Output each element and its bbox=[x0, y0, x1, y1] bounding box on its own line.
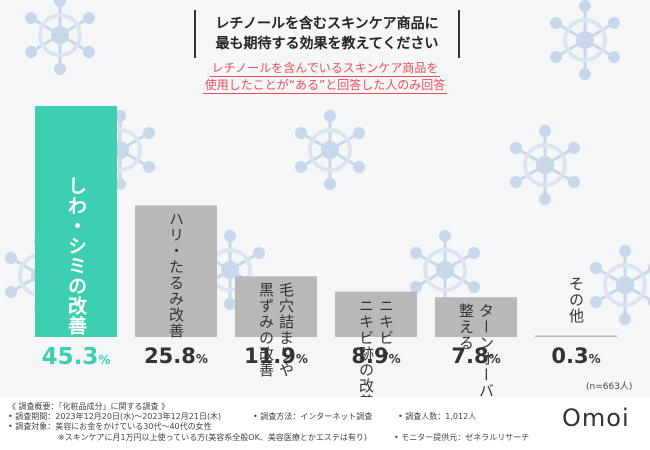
value-label-5: 7.8% bbox=[426, 344, 526, 374]
category-label-3-line-2: 黒ずみの改善 bbox=[257, 282, 275, 379]
survey-method: • 調査方法：インターネット調査 bbox=[253, 412, 373, 421]
chart-subtitle-line-2: 使用したことが“ある”と回答した人のみ回答 bbox=[202, 78, 448, 94]
bar-3 bbox=[235, 276, 317, 337]
chart-title-line-2: 最も期待する効果を教えてください bbox=[215, 36, 439, 52]
value-number-5: 7.8 bbox=[451, 344, 489, 368]
value-number-2: 25.8 bbox=[144, 344, 196, 368]
bars-svg bbox=[35, 106, 617, 337]
category-label-1: しわ・シミの改善 bbox=[64, 176, 88, 336]
omoi-logo: Omoi bbox=[562, 404, 630, 432]
category-label-3-line-1: 毛穴詰まりや bbox=[277, 282, 295, 379]
survey-period: • 調査期間：2023年12月20日(水)～2023年12月21日(木) bbox=[8, 412, 222, 421]
bar-6 bbox=[535, 335, 617, 337]
category-label-6: その他 bbox=[566, 276, 586, 324]
bar-chart: しわ・シミの改善 45.3% ハリ・たるみ改善 25.8% 毛穴詰まりや 黒ずみの改善 11… bbox=[26, 106, 626, 431]
sample-size-note: (n=663人) bbox=[586, 382, 633, 392]
survey-respondents: • 調査人数：1,012人 bbox=[398, 412, 477, 421]
survey-target: • 調査対象：美容にお金をかけている30代～40代の女性 bbox=[8, 422, 212, 431]
category-label-4-line-2: ニキビ跡の改善 bbox=[357, 297, 375, 410]
value-label-4: 8.9% bbox=[326, 344, 426, 374]
value-unit-2: % bbox=[195, 352, 208, 366]
category-label-1-line-1: しわ・シミの改善 bbox=[65, 176, 87, 336]
value-number-1: 45.3 bbox=[41, 344, 99, 370]
survey-target-note: ※スキンケアに月1万円以上使っている方(美容系全般OK、美容医療とかエステは有り… bbox=[58, 433, 367, 442]
survey-overview-heading: 《 調査概要：「化粧品成分」に関する調査 》 bbox=[8, 402, 170, 411]
value-label-1: 45.3% bbox=[26, 344, 126, 374]
value-unit-4: % bbox=[388, 352, 401, 366]
value-unit-6: % bbox=[588, 352, 601, 366]
value-number-4: 8.9 bbox=[351, 344, 389, 368]
category-label-4: ニキビ・ ニキビ跡の改善 bbox=[356, 298, 396, 410]
monitor-provider: • モニター提供元：ゼネラルリサーチ bbox=[394, 433, 530, 442]
bar-4 bbox=[335, 291, 417, 337]
value-unit-5: % bbox=[488, 352, 501, 366]
bar-2 bbox=[135, 205, 217, 337]
value-label-3: 11.9% bbox=[226, 344, 326, 374]
value-label-2: 25.8% bbox=[126, 344, 226, 374]
category-label-2: ハリ・たるみ改善 bbox=[166, 211, 186, 339]
value-number-6: 0.3 bbox=[551, 344, 589, 368]
value-label-6: 0.3% bbox=[526, 344, 626, 374]
category-label-5-line-2: 整える bbox=[457, 303, 475, 352]
category-label-3: 毛穴詰まりや 黒ずみの改善 bbox=[256, 282, 296, 378]
category-label-4-line-1: ニキビ・ bbox=[377, 297, 395, 362]
chart-title-box: レチノールを含むスキンケア商品に 最も期待する効果を教えてください bbox=[194, 10, 460, 58]
value-unit-3: % bbox=[295, 352, 308, 366]
chart-subtitle-line-1: レチノールを含んでいるスキンケア商品を bbox=[209, 61, 441, 77]
bar-5 bbox=[435, 297, 517, 337]
chart-subtitle: レチノールを含んでいるスキンケア商品を 使用したことが“ある”と回答した人のみ回… bbox=[140, 61, 510, 95]
category-label-6-line-1: その他 bbox=[567, 276, 585, 324]
bar-1 bbox=[35, 106, 117, 337]
category-label-2-line-1: ハリ・たるみ改善 bbox=[167, 211, 185, 340]
value-number-3: 11.9 bbox=[244, 344, 296, 368]
chart-title-line-1: レチノールを含むスキンケア商品に bbox=[215, 16, 439, 32]
value-unit-1: % bbox=[98, 353, 111, 367]
survey-footer: 《 調査概要：「化粧品成分」に関する調査 》 • 調査期間：2023年12月20… bbox=[0, 397, 650, 450]
